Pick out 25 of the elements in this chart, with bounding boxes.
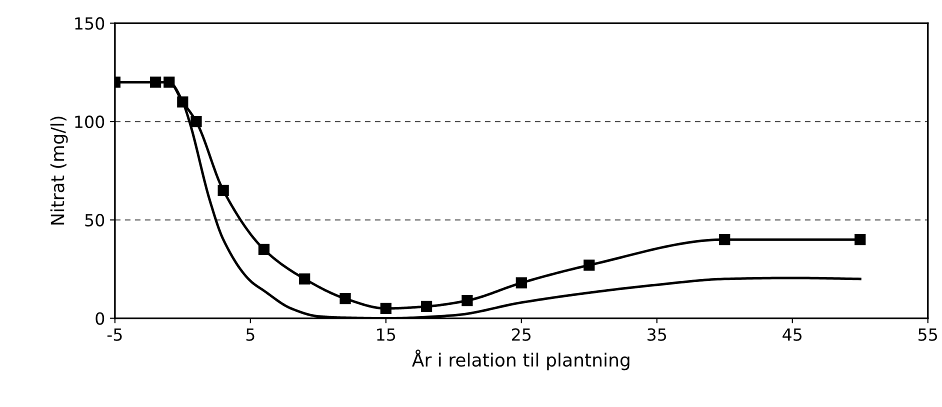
point [380, 302, 392, 314]
point [516, 277, 527, 288]
point [719, 234, 730, 246]
y-tick-label: 150 [75, 17, 104, 30]
point [258, 244, 270, 255]
x-tick-label: 45 [782, 328, 802, 341]
x-tick-label: -5 [107, 328, 122, 341]
y-tick-label: 0 [96, 312, 104, 325]
y-tick-label: 50 [85, 214, 104, 226]
point [854, 234, 866, 246]
point [299, 273, 310, 284]
point [340, 293, 351, 304]
x-axis-title: År i relation til plantning [412, 350, 630, 370]
x-tick-label: 15 [377, 328, 396, 341]
y-axis-title: Nitrat (mg/l) [50, 116, 68, 225]
y-tick-label: 100 [75, 116, 104, 128]
point [218, 184, 229, 196]
x-tick-label: 55 [918, 328, 938, 341]
x-tick-label: 35 [648, 328, 666, 341]
point [420, 300, 432, 312]
point [190, 116, 202, 128]
point [462, 295, 473, 306]
point [584, 260, 595, 271]
x-tick-label: 5 [246, 328, 254, 341]
x-tick-label: 25 [512, 328, 531, 341]
